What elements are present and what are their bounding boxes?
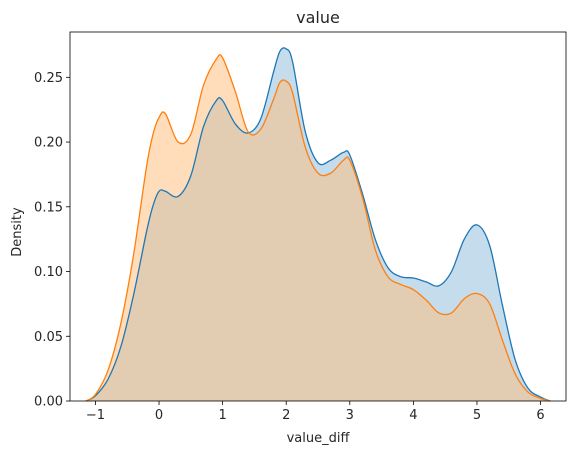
x-tick-label: −1	[86, 408, 105, 423]
y-tick-label: 0.15	[34, 200, 63, 215]
y-tick-label: 0.05	[34, 330, 63, 345]
x-tick-label: 5	[473, 408, 481, 423]
y-tick-label: 0.25	[34, 71, 63, 86]
plot-area	[85, 47, 551, 402]
x-tick-label: 2	[282, 408, 290, 423]
x-axis-label: value_diff	[287, 431, 351, 446]
axes-frame	[69, 31, 567, 402]
x-tick-label: 0	[155, 408, 163, 423]
y-tick-label: 0.10	[34, 265, 63, 280]
x-axis: −1 0 1 2 3 4 5 6	[86, 401, 545, 423]
series-1-line	[85, 47, 551, 402]
x-tick-label: 3	[346, 408, 354, 423]
y-tick-label: 0.20	[34, 136, 63, 151]
chart-title: value	[296, 8, 340, 27]
x-tick-label: 4	[409, 408, 417, 423]
x-tick-label: 1	[218, 408, 226, 423]
y-axis-label: Density	[10, 207, 25, 257]
x-tick-label: 6	[536, 408, 544, 423]
series-2-area	[85, 54, 551, 401]
y-axis: 0.00 0.05 0.10 0.15 0.20 0.25	[34, 71, 70, 410]
series-2-line	[85, 54, 551, 402]
y-tick-label: 0.00	[34, 395, 63, 410]
